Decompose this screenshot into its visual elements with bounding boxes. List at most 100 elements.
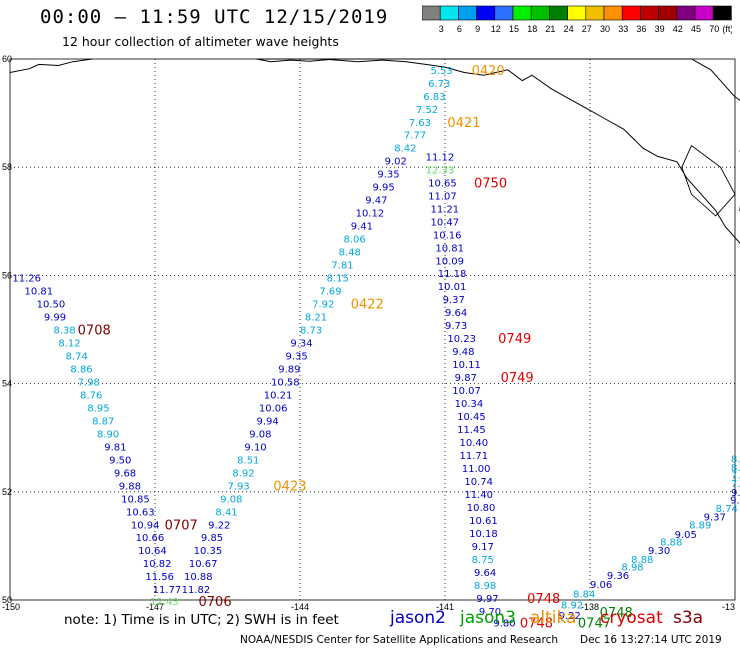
- swh-value: 9.73: [445, 321, 467, 332]
- swh-value: 11.21: [431, 204, 460, 215]
- lat-label: 56: [2, 270, 12, 280]
- swh-value: 8.88: [631, 555, 653, 566]
- swh-value: 9.68: [114, 468, 136, 479]
- colorbar-label: 45: [691, 24, 701, 34]
- swh-value: 10.50: [37, 300, 66, 311]
- swh-value: 11.12: [426, 152, 455, 163]
- lon-label: -13: [722, 602, 735, 612]
- swh-value: 8.88: [660, 538, 682, 549]
- lat-label: 50: [2, 595, 12, 605]
- swh-value: 9.81: [104, 442, 126, 453]
- swh-value: 10.16: [433, 230, 462, 241]
- map-subtitle: 12 hour collection of altimeter wave hei…: [62, 34, 339, 49]
- coastline-west: [9, 58, 93, 73]
- pass-time-label: 0421: [447, 116, 480, 131]
- lon-label: -138: [581, 602, 599, 612]
- coastline: [256, 58, 740, 245]
- swh-value: 7.46: [731, 479, 740, 490]
- pass-time-label: 0707: [165, 518, 198, 533]
- swh-value: 10.67: [189, 559, 218, 570]
- lon-label: -144: [291, 602, 309, 612]
- colorbar-label: 70: [709, 24, 719, 34]
- swh-value: 10.06: [259, 403, 288, 414]
- swh-value: 10.09: [435, 256, 464, 267]
- swh-value: 8.84: [573, 590, 595, 601]
- pass-time-label: 0747: [578, 617, 611, 632]
- colorbar-label: 18: [527, 24, 537, 34]
- swh-value: 9.99: [44, 313, 66, 324]
- swh-value: 9.08: [249, 429, 271, 440]
- swh-value: 7.93: [228, 481, 250, 492]
- pass-time-label: 0423: [273, 479, 306, 494]
- colorbar-unit: (ft): [722, 24, 732, 34]
- pass-time-label: 0706: [199, 595, 232, 610]
- pass-time-label: 0748: [527, 592, 560, 607]
- swh-value: 10.23: [447, 334, 476, 345]
- lat-label: 54: [2, 379, 12, 389]
- colorbar-label: 27: [582, 24, 592, 34]
- swh-value: 10.01: [438, 282, 467, 293]
- swh-value: 8.73: [300, 326, 322, 337]
- swh-value: 10.35: [194, 546, 223, 557]
- swh-value: 7.98: [78, 377, 100, 388]
- swh-value: 12.33: [426, 165, 455, 176]
- swh-value: 11.71: [460, 451, 489, 462]
- pass-time-label: 0422: [351, 298, 384, 313]
- swh-value: 8.74: [66, 351, 88, 362]
- swh-value: 10.61: [469, 516, 498, 527]
- colorbar-label: 33: [618, 24, 628, 34]
- swh-value: 11.82: [182, 585, 211, 596]
- swh-value: 9.05: [675, 530, 697, 541]
- colorbar-label: 3: [439, 24, 444, 34]
- swh-value: 7.77: [404, 131, 426, 142]
- swh-value: 9.37: [704, 513, 726, 524]
- swh-value: 10.81: [435, 243, 464, 254]
- pass-time-label: 0748: [520, 617, 553, 632]
- swh-value: 9.88: [119, 481, 141, 492]
- pass-time-label: 0750: [474, 176, 507, 191]
- swh-value: 9.02: [385, 157, 407, 168]
- swh-value: 9.50: [109, 455, 131, 466]
- legend-s3a: s3a: [673, 608, 704, 628]
- swh-value: 10.40: [460, 438, 489, 449]
- footer-credit: NOAA/NESDIS Center for Satellite Applica…: [240, 634, 558, 646]
- swh-value: 9.87: [455, 373, 477, 384]
- colorbar-label: 39: [655, 24, 665, 34]
- swh-value: 9.80: [493, 619, 515, 630]
- swh-value: 10.88: [184, 572, 213, 583]
- swh-value: 10.45: [457, 412, 486, 423]
- swh-value: 10.47: [431, 217, 460, 228]
- swh-value: 8.74: [716, 504, 738, 515]
- swh-value: 9.64: [445, 308, 467, 319]
- swh-value: 8.76: [80, 390, 102, 401]
- pass-time-label: 0420: [472, 64, 505, 79]
- swh-value: 7.81: [331, 261, 353, 272]
- lon-label: -147: [146, 602, 164, 612]
- swh-value: 10.82: [143, 559, 172, 570]
- swh-value: 9.10: [244, 442, 266, 453]
- swh-value: 9.48: [452, 347, 474, 358]
- swh-value: 8.21: [305, 313, 327, 324]
- swh-value: 10.85: [121, 494, 150, 505]
- swh-value: 10.74: [464, 477, 493, 488]
- colorbar-label: 6: [457, 24, 462, 34]
- swh-value: 11.45: [457, 425, 486, 436]
- swh-value: 9.22: [559, 611, 581, 622]
- colorbar-label: 24: [564, 24, 574, 34]
- swh-value: 7.63: [409, 118, 431, 129]
- swh-value: 8.42: [394, 144, 416, 155]
- legend-cryosat: cryosat: [600, 608, 663, 628]
- swh-value: 9.36: [607, 571, 629, 582]
- lon-label: -150: [2, 602, 20, 612]
- swh-value: 9.94: [257, 416, 279, 427]
- swh-value: 9.34: [290, 338, 312, 349]
- swh-value: 10.07: [452, 386, 481, 397]
- swh-value: 9.21: [731, 488, 740, 499]
- pass-time-label: 0749: [501, 371, 534, 386]
- swh-value: 8.51: [237, 455, 259, 466]
- swh-value: 8.41: [731, 463, 740, 474]
- swh-value: 9.17: [472, 542, 494, 553]
- swh-value: 9.06: [590, 580, 612, 591]
